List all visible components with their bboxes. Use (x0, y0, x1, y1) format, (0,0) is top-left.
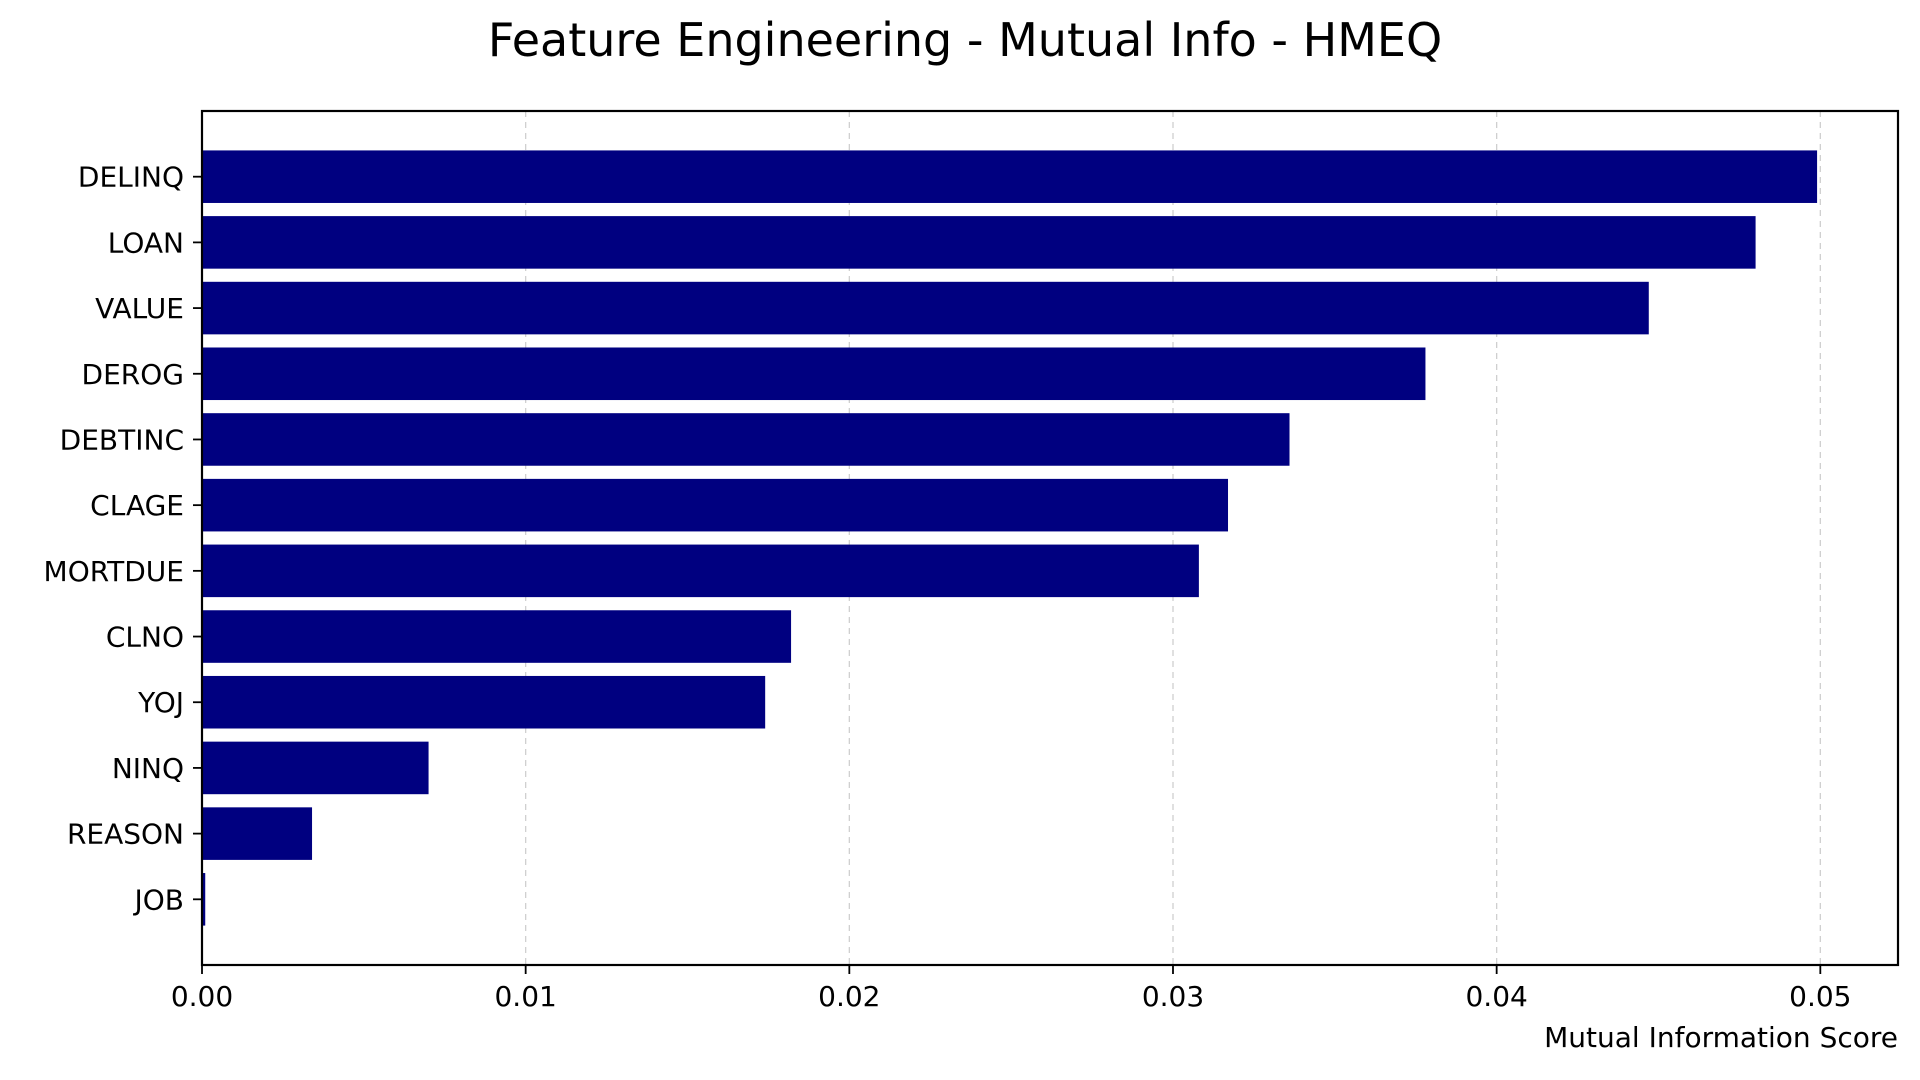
y-tick-label-loan: LOAN (108, 226, 184, 259)
bar-job (202, 873, 206, 926)
bar-clno (202, 610, 792, 663)
bar-mortdue (202, 544, 1199, 598)
x-tick-label-0: 0.00 (171, 980, 233, 1013)
bars (202, 150, 1818, 926)
y-tick-label-debtinc: DEBTINC (60, 423, 184, 456)
y-tick-label-derog: DEROG (82, 358, 184, 391)
x-tick-label-4: 0.04 (1465, 980, 1527, 1013)
y-tick-label-job: JOB (132, 883, 184, 916)
bar-derog (202, 347, 1426, 401)
x-tick-label-3: 0.03 (1142, 980, 1204, 1013)
y-tick-label-clage: CLAGE (90, 489, 184, 522)
bar-reason (202, 807, 313, 860)
bar-yoj (202, 675, 766, 729)
bar-clage (202, 478, 1229, 532)
x-tick-label-1: 0.01 (494, 980, 556, 1013)
y-tick-label-ninq: NINQ (112, 752, 184, 785)
y-axis-ticks: DELINQ LOAN VALUE DEROG DEBTINC CLAGE MORTDUE C… (44, 161, 202, 916)
bar-delinq (202, 150, 1818, 203)
y-tick-label-clno: CLNO (106, 621, 184, 654)
chart-title: Feature Engineering - Mutual Info - HMEQ (488, 13, 1442, 67)
x-tick-label-2: 0.02 (818, 980, 880, 1013)
bar-value (202, 281, 1649, 335)
bar-ninq (202, 741, 429, 795)
bar-loan (202, 216, 1756, 269)
x-tick-label-5: 0.05 (1789, 980, 1851, 1013)
plot-frame (200, 109, 1900, 967)
y-tick-label-yoj: YOJ (137, 686, 184, 719)
x-axis-ticks: 0.00 0.01 0.02 0.03 0.04 0.05 (171, 965, 1851, 1013)
y-tick-label-mortdue: MORTDUE (44, 555, 184, 588)
y-tick-label-value: VALUE (95, 292, 184, 325)
bar-debtinc (202, 413, 1290, 466)
y-tick-label-reason: REASON (67, 818, 184, 851)
y-tick-label-delinq: DELINQ (78, 161, 184, 194)
x-axis-label: Mutual Information Score (1544, 1021, 1898, 1054)
